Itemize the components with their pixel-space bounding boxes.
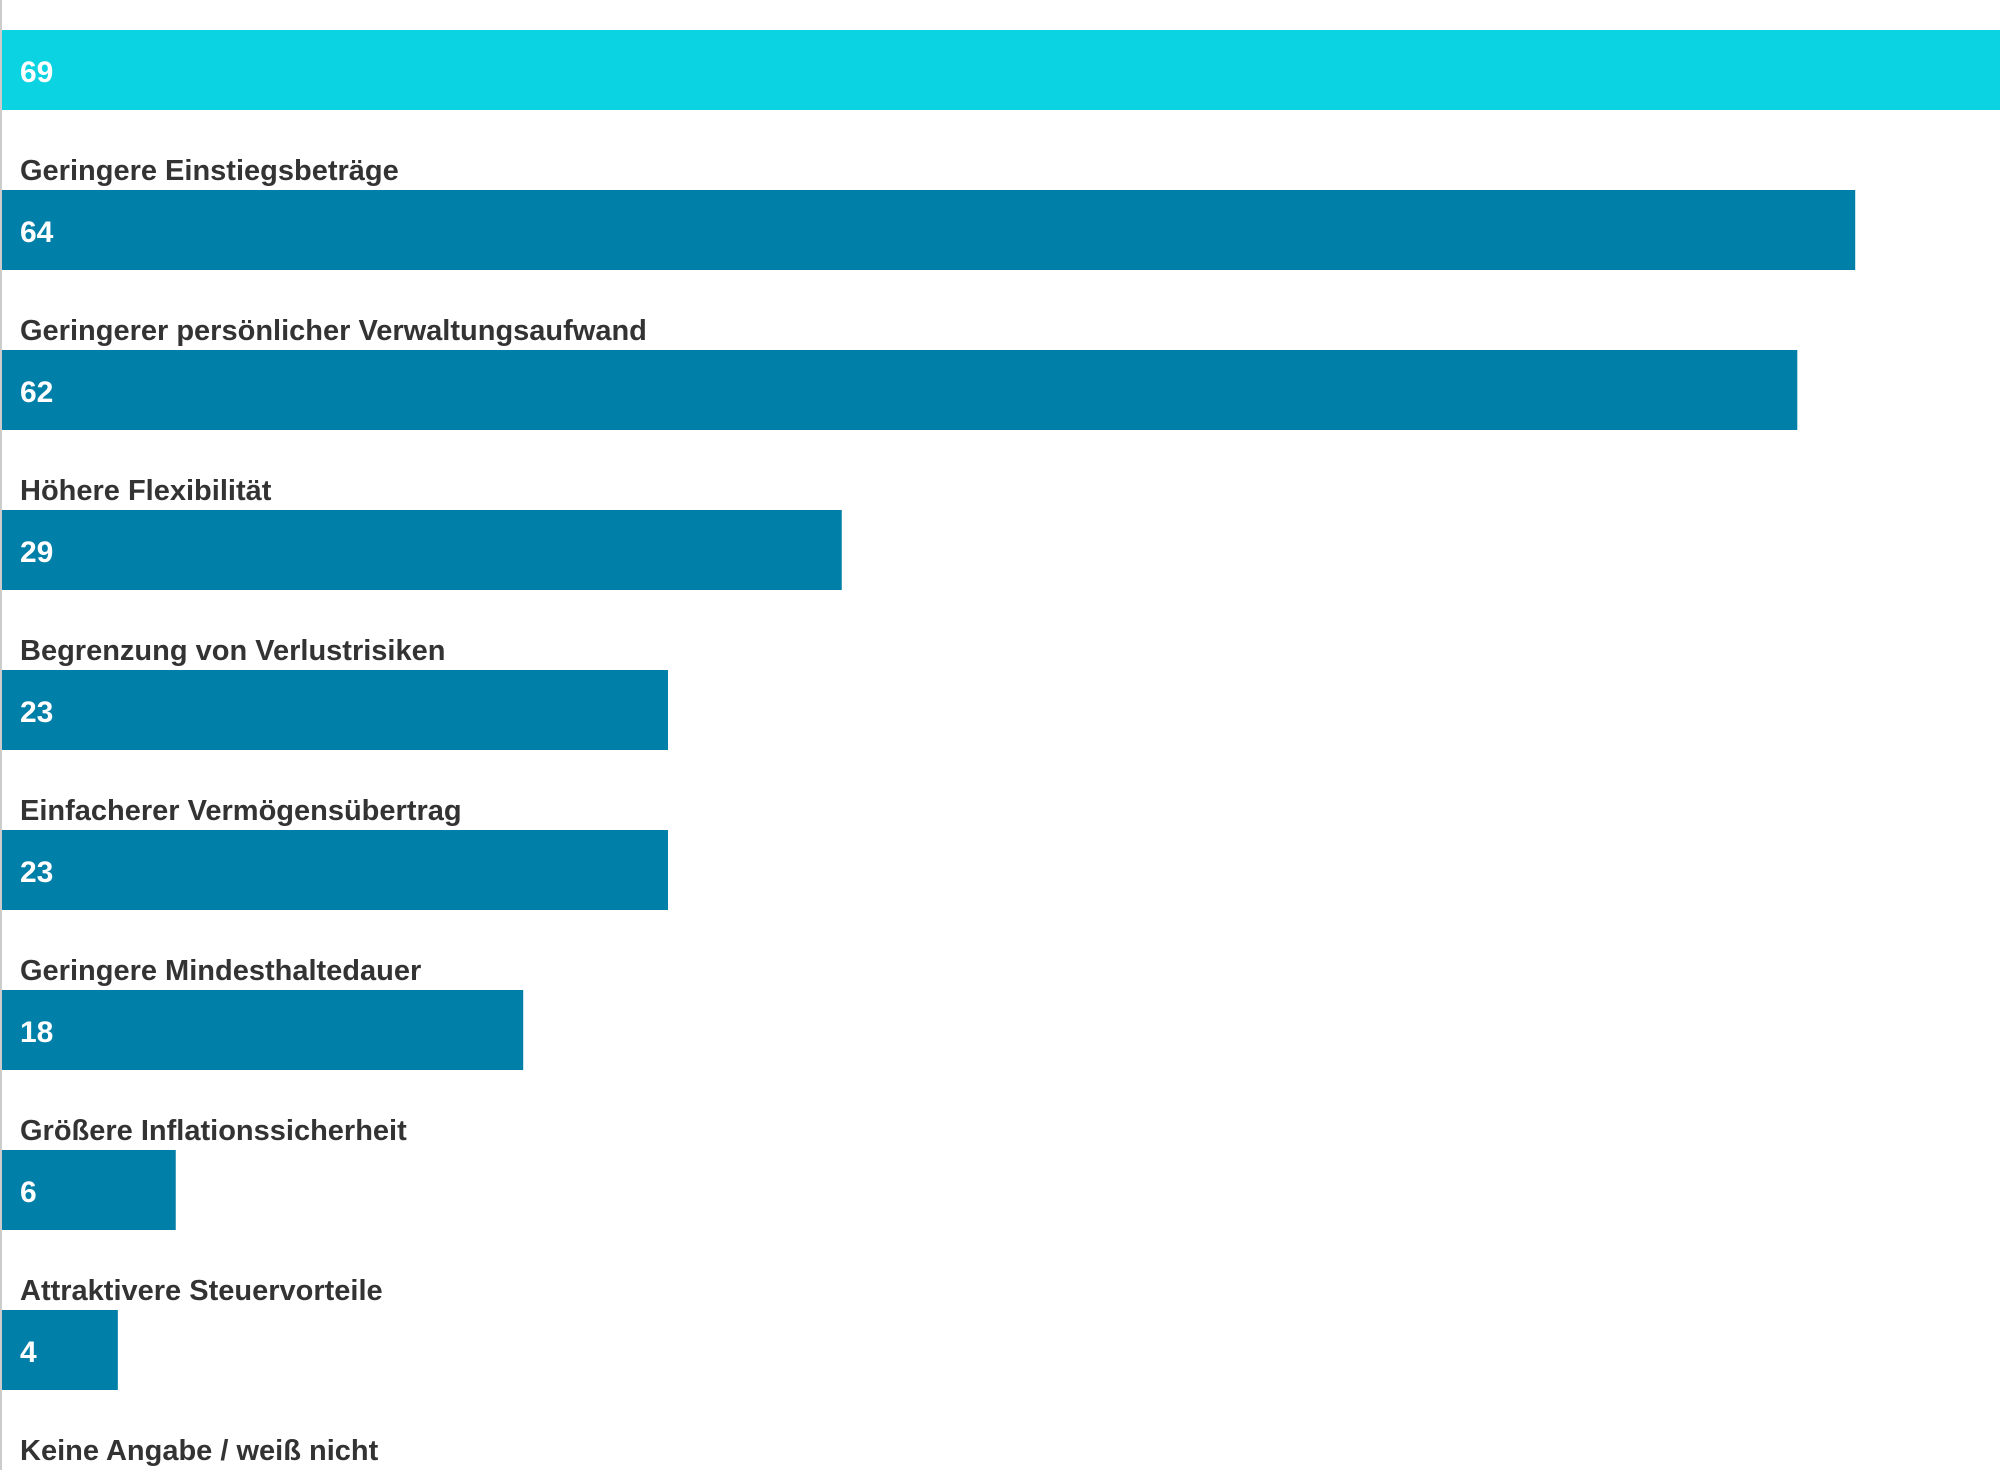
category-label: Höhere Flexibilität: [20, 475, 272, 507]
category-label: Begrenzung von Verlustrisiken: [20, 635, 445, 667]
bar-group: 23 Einfacherer Vermögensübertrag: [2, 670, 668, 827]
bar-value-label: 6: [20, 1176, 37, 1209]
bar: [2, 830, 668, 910]
bar-value-label: 4: [20, 1336, 37, 1369]
bar: [2, 510, 842, 590]
category-label: Keine Angabe / weiß nicht: [20, 1435, 379, 1467]
bar-value-label: 64: [20, 216, 54, 249]
bar-value-label: 69: [20, 56, 53, 89]
category-label: Attraktivere Steuervorteile: [20, 1275, 383, 1307]
bar-value-label: 18: [20, 1016, 53, 1049]
bar-value-label: 23: [20, 856, 53, 889]
category-label: Geringerer persönlicher Verwaltungsaufwa…: [20, 315, 647, 347]
bar-group: 64 Geringerer persönlicher Verwaltungsauf…: [2, 190, 1856, 347]
bar-group: 62 Höhere Flexibilität: [2, 350, 1798, 507]
bar-group: 6 Attraktivere Steuervorteile: [2, 1150, 383, 1307]
bar-group: 69 Geringere Einstiegsbeträge: [2, 30, 2000, 187]
bar: [2, 990, 524, 1070]
bar: [2, 350, 1798, 430]
bar: [2, 1150, 176, 1230]
bar-group: 23 Geringere Mindesthaltedauer: [2, 830, 668, 987]
bar-value-label: 29: [20, 536, 53, 569]
bar-value-label: 62: [20, 376, 53, 409]
bar: [2, 30, 2000, 110]
category-label: Geringere Einstiegsbeträge: [20, 155, 399, 187]
category-label: Größere Inflationssicherheit: [20, 1115, 407, 1147]
bar-group: 29 Begrenzung von Verlustrisiken: [2, 510, 842, 667]
category-label: Geringere Mindesthaltedauer: [20, 955, 421, 987]
category-label: Einfacherer Vermögensübertrag: [20, 795, 462, 827]
bar-group: 18 Größere Inflationssicherheit: [2, 990, 524, 1147]
bar: [2, 670, 668, 750]
bar-value-label: 23: [20, 696, 53, 729]
bar-group: 4 Keine Angabe / weiß nicht: [2, 1310, 379, 1467]
bar: [2, 1310, 118, 1390]
bar: [2, 190, 1856, 270]
